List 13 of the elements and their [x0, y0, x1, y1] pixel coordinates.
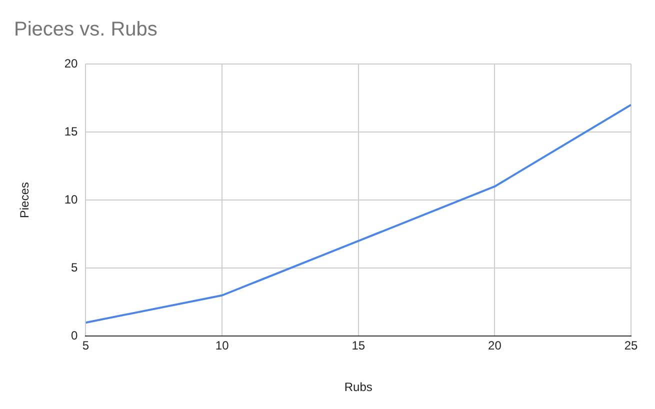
x-axis-title: Rubs: [344, 380, 372, 394]
y-tick-label: 0: [71, 328, 78, 343]
x-tick-label: 25: [624, 338, 638, 353]
x-tick-label: 10: [215, 338, 230, 353]
x-tick-label: 20: [488, 338, 502, 353]
y-tick-label: 15: [64, 124, 78, 138]
x-tick-label: 5: [82, 338, 90, 353]
y-tick-label: 10: [64, 192, 78, 206]
x-tick-label: 15: [352, 338, 366, 353]
y-tick-label: 20: [64, 56, 78, 70]
y-axis-title: Pieces: [18, 182, 32, 218]
y-tick-label: 5: [71, 260, 78, 274]
chart-title: Pieces vs. Rubs: [14, 18, 158, 41]
